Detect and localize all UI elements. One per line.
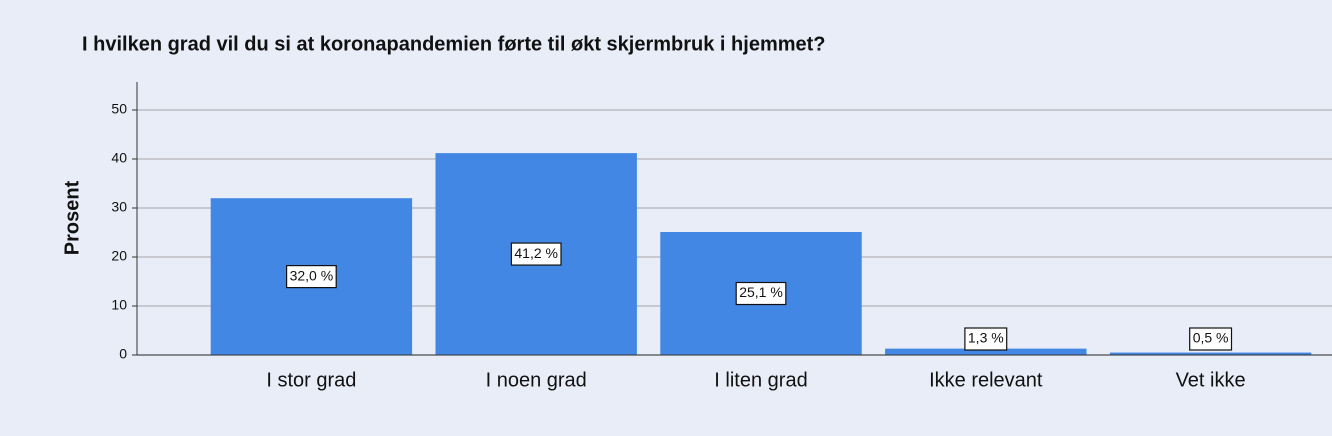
y-tick-label: 40 — [111, 150, 127, 166]
x-tick-label: I stor grad — [266, 369, 356, 391]
value-label-box — [286, 265, 337, 289]
y-tick-label: 30 — [111, 199, 127, 215]
bar — [1109, 352, 1312, 355]
chart-title: I hvilken grad vil du si at koronapandem… — [82, 33, 826, 55]
value-label-box — [735, 281, 787, 306]
y-axis-label: Prosent — [61, 180, 83, 255]
value-label: 41,2 % — [514, 245, 558, 261]
x-tick-label: I liten grad — [714, 369, 807, 391]
value-label-box — [510, 242, 562, 266]
y-tick-label: 10 — [111, 297, 127, 313]
value-label: 0,5 % — [1193, 330, 1229, 346]
x-tick-label: Vet ikke — [1176, 369, 1246, 391]
value-label: 25,1 % — [739, 284, 783, 300]
value-label: 32,0 % — [290, 267, 334, 283]
value-label: 1,3 % — [968, 330, 1004, 346]
y-tick-label: 20 — [111, 248, 127, 264]
bar — [885, 348, 1087, 355]
value-label-box — [1189, 327, 1233, 351]
y-tick-label: 0 — [119, 346, 127, 362]
x-tick-label: I noen grad — [486, 369, 587, 391]
y-tick-label: 50 — [111, 101, 127, 117]
x-tick-label: Ikke relevant — [929, 369, 1043, 391]
value-label-box — [964, 327, 1008, 351]
